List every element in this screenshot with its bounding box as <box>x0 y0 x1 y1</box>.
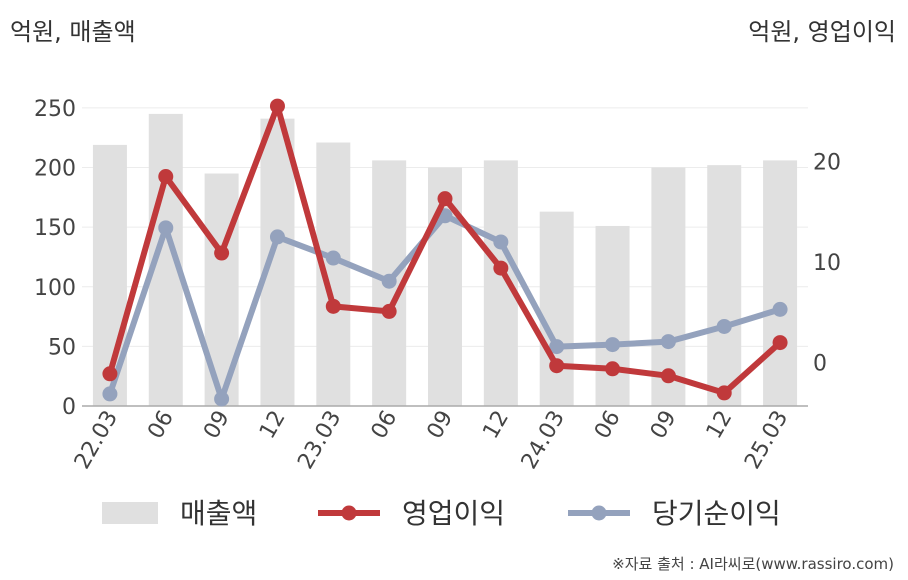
right-tick-label-2: 20 <box>813 150 841 175</box>
legend-label-2: 당기순이익 <box>652 497 781 530</box>
point-영업이익-1 <box>158 169 174 185</box>
right-axis-unit-label: 억원, 영업이익 <box>748 18 896 46</box>
point-영업이익-11 <box>716 385 732 401</box>
x-tick-label-10: 09 <box>646 407 682 444</box>
x-tick-label-6: 09 <box>423 407 459 444</box>
point-영업이익-2 <box>214 245 230 261</box>
left-axis-ticks: 0 50 100 150 200 250 <box>34 97 76 420</box>
right-tick-label-1: 10 <box>813 251 841 276</box>
x-tick-label-11: 12 <box>702 407 738 444</box>
right-tick-label-0: 0 <box>813 352 827 377</box>
source-note: ※자료 출처 : AI라씨로(www.rassiro.com) <box>612 555 894 573</box>
bar-8 <box>539 211 574 406</box>
x-tick-label-1: 06 <box>143 407 179 444</box>
point-당기순이익-9 <box>605 337 621 353</box>
point-영업이익-10 <box>660 368 676 384</box>
bar-10 <box>651 167 686 406</box>
point-당기순이익-5 <box>381 273 397 289</box>
point-영업이익-5 <box>381 303 397 319</box>
x-tick-label-7: 12 <box>478 407 514 444</box>
point-영업이익-3 <box>269 98 285 114</box>
left-tick-label-4: 200 <box>34 157 76 182</box>
x-tick-label-5: 06 <box>367 407 403 444</box>
point-영업이익-6 <box>437 191 453 207</box>
x-tick-label-9: 06 <box>590 407 626 444</box>
point-당기순이익-2 <box>214 391 230 407</box>
line-series <box>102 98 788 407</box>
x-tick-label-4: 23.03 <box>293 407 346 474</box>
legend-label-0: 매출액 <box>180 497 257 530</box>
left-tick-label-0: 0 <box>62 395 76 420</box>
bar-series <box>92 113 798 407</box>
point-당기순이익-10 <box>660 334 676 350</box>
point-당기순이익-8 <box>549 339 565 355</box>
left-axis-unit-label: 억원, 매출액 <box>10 18 136 46</box>
x-axis-ticks: 22.03 06 09 12 23.03 06 09 12 24.03 06 09 12 25.03 <box>70 407 793 474</box>
left-tick-label-2: 100 <box>34 276 76 301</box>
right-axis-ticks: 0 10 20 <box>813 150 841 376</box>
left-tick-label-1: 50 <box>48 335 76 360</box>
bar-11 <box>707 165 742 406</box>
point-영업이익-7 <box>493 260 509 276</box>
bar-12 <box>763 160 798 406</box>
x-tick-label-8: 24.03 <box>517 407 570 474</box>
point-당기순이익-0 <box>102 386 118 402</box>
legend-swatch-point-0 <box>341 505 357 521</box>
point-영업이익-12 <box>772 335 788 351</box>
legend-swatch-point-1 <box>591 505 607 521</box>
point-당기순이익-3 <box>269 229 285 245</box>
bar-9 <box>595 225 630 406</box>
x-tick-label-12: 25.03 <box>740 407 793 474</box>
legend: 매출액 영업이익 당기순이익 <box>102 497 781 530</box>
point-당기순이익-7 <box>493 234 509 250</box>
legend-label-1: 영업이익 <box>402 497 505 530</box>
x-tick-label-2: 09 <box>199 407 235 444</box>
x-tick-label-3: 12 <box>255 407 291 444</box>
point-영업이익-4 <box>325 298 341 314</box>
point-당기순이익-11 <box>716 318 732 334</box>
point-당기순이익-4 <box>325 250 341 266</box>
point-당기순이익-12 <box>772 301 788 317</box>
x-tick-label-0: 22.03 <box>70 407 123 474</box>
point-당기순이익-1 <box>158 220 174 236</box>
left-tick-label-5: 250 <box>34 97 76 122</box>
point-영업이익-9 <box>605 361 621 377</box>
bar-6 <box>428 167 462 406</box>
legend-swatch-bar <box>102 502 158 524</box>
point-영업이익-0 <box>102 366 118 382</box>
point-영업이익-8 <box>549 358 565 374</box>
left-tick-label-3: 150 <box>34 216 76 241</box>
